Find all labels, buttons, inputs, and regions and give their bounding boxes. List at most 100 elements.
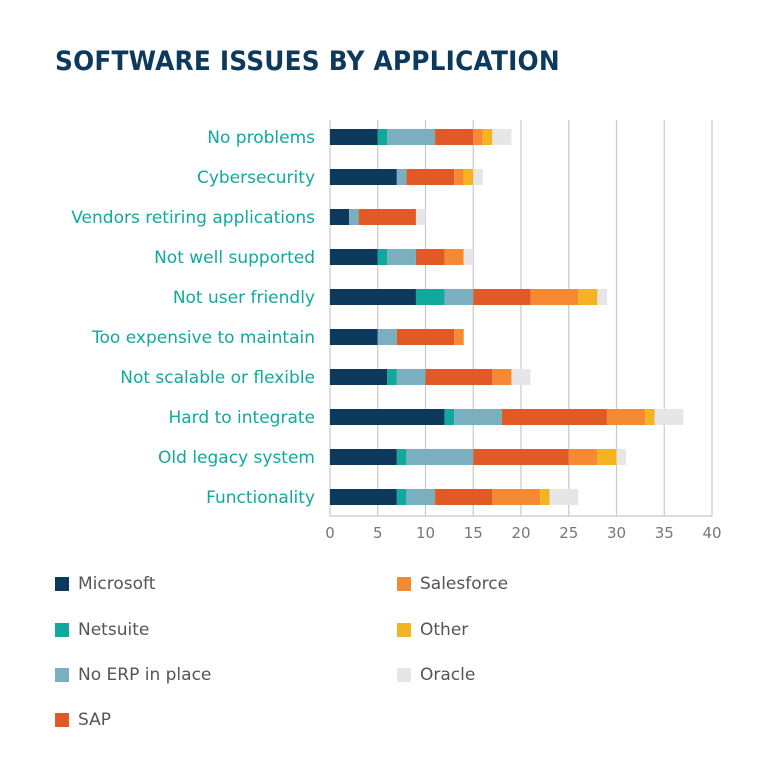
bar-segment-oracle — [654, 409, 684, 425]
bar-segment-microsoft — [330, 169, 397, 185]
legend-swatch — [397, 623, 411, 637]
bar-segment-other — [482, 129, 493, 145]
x-tick-label: 35 — [655, 524, 674, 542]
bar-segment-salesforce — [530, 289, 579, 305]
bar-segment-salesforce — [492, 489, 541, 505]
legend-item: Other — [397, 620, 468, 640]
legend-swatch — [55, 668, 69, 682]
bar-segment-sap — [415, 249, 445, 265]
bar-segment-other — [463, 169, 474, 185]
legend-label: No ERP in place — [78, 665, 212, 685]
legend-item: SAP — [55, 710, 111, 730]
legend-item: Netsuite — [55, 620, 149, 640]
chart-title: SOFTWARE ISSUES BY APPLICATION — [55, 46, 560, 77]
bar-segment-no-erp-in-place — [387, 249, 416, 265]
bar-segment-oracle — [463, 249, 474, 265]
legend-swatch — [55, 623, 69, 637]
x-tick-label: 5 — [373, 524, 383, 542]
x-tick-label: 20 — [511, 524, 530, 542]
bar-segment-sap — [406, 169, 455, 185]
bar-segment-oracle — [597, 289, 607, 305]
bar-segment-microsoft — [330, 489, 397, 505]
legend-item: No ERP in place — [55, 665, 211, 685]
bar-segment-no-erp-in-place — [377, 329, 397, 345]
legend-label: Netsuite — [78, 620, 150, 640]
bar-segment-netsuite — [444, 409, 455, 425]
bar-segment-oracle — [549, 489, 579, 505]
bar-segment-sap — [396, 329, 455, 345]
bar-segment-salesforce — [444, 249, 464, 265]
legend-label: Oracle — [420, 665, 476, 685]
legend-swatch — [397, 577, 411, 591]
category-label: Vendors retiring applications — [71, 208, 315, 228]
bar-segment-no-erp-in-place — [406, 449, 474, 465]
bar-segment-no-erp-in-place — [396, 369, 426, 385]
bar-segment-microsoft — [330, 329, 378, 345]
bar-segment-sap — [358, 209, 416, 225]
bar-segment-other — [597, 449, 617, 465]
legend-item: Salesforce — [397, 574, 508, 594]
bar-segment-microsoft — [330, 129, 378, 145]
bar-segment-oracle — [616, 449, 627, 465]
legend-swatch — [55, 577, 69, 591]
category-label: Cybersecurity — [197, 168, 315, 188]
legend-label: Other — [420, 620, 469, 640]
bar-segment-sap — [473, 449, 569, 465]
bar-segment-netsuite — [396, 449, 407, 465]
category-label: Hard to integrate — [168, 408, 315, 428]
legend-swatch — [397, 668, 411, 682]
bar-segment-salesforce — [568, 449, 598, 465]
bar-segment-no-erp-in-place — [349, 209, 359, 225]
category-label: Too expensive to maintain — [91, 328, 315, 348]
category-label: Old legacy system — [158, 448, 315, 468]
legend-item: Microsoft — [55, 574, 155, 594]
legend-label: Microsoft — [78, 574, 156, 594]
bar-segment-salesforce — [492, 369, 512, 385]
bar-segment-sap — [435, 489, 493, 505]
category-label: Not user friendly — [173, 288, 315, 308]
bar-segment-sap — [501, 409, 607, 425]
bar-segment-no-erp-in-place — [406, 489, 436, 505]
bar-segment-netsuite — [377, 249, 388, 265]
bar-segment-salesforce — [454, 169, 464, 185]
bar-segment-microsoft — [330, 369, 388, 385]
bar-segment-other — [645, 409, 655, 425]
bar-segment-netsuite — [387, 369, 397, 385]
legend-label: Salesforce — [420, 574, 509, 594]
bar-segment-netsuite — [377, 129, 388, 145]
bar-segment-other — [540, 489, 550, 505]
bar-segment-salesforce — [606, 409, 646, 425]
bar-segment-no-erp-in-place — [444, 289, 474, 305]
bar-segment-microsoft — [330, 209, 350, 225]
legend-label: SAP — [78, 710, 111, 730]
bar-segment-oracle — [473, 169, 483, 185]
category-label: No problems — [207, 128, 315, 148]
legend-item: Oracle — [397, 665, 475, 685]
bar-segment-microsoft — [330, 289, 416, 305]
bar-segment-netsuite — [396, 489, 407, 505]
x-tick-label: 10 — [416, 524, 435, 542]
bar-segment-microsoft — [330, 249, 378, 265]
bar-segment-salesforce — [473, 129, 483, 145]
bar-segment-no-erp-in-place — [396, 169, 407, 185]
legend-swatch — [55, 713, 69, 727]
x-tick-label: 0 — [325, 524, 335, 542]
bar-segment-oracle — [511, 369, 531, 385]
bar-segment-sap — [473, 289, 531, 305]
x-tick-label: 30 — [607, 524, 626, 542]
bar-segment-sap — [435, 129, 474, 145]
bar-segment-oracle — [415, 209, 426, 225]
x-tick-label: 25 — [559, 524, 578, 542]
x-tick-label: 15 — [464, 524, 483, 542]
bar-segment-microsoft — [330, 449, 397, 465]
category-label: Not scalable or flexible — [120, 368, 315, 388]
bar-segment-other — [578, 289, 598, 305]
bar-segment-no-erp-in-place — [387, 129, 436, 145]
bar-segment-microsoft — [330, 409, 445, 425]
category-label: Functionality — [206, 488, 315, 508]
x-tick-label: 40 — [702, 524, 721, 542]
category-label: Not well supported — [154, 248, 315, 268]
bar-segment-no-erp-in-place — [454, 409, 502, 425]
bar-segment-oracle — [492, 129, 512, 145]
